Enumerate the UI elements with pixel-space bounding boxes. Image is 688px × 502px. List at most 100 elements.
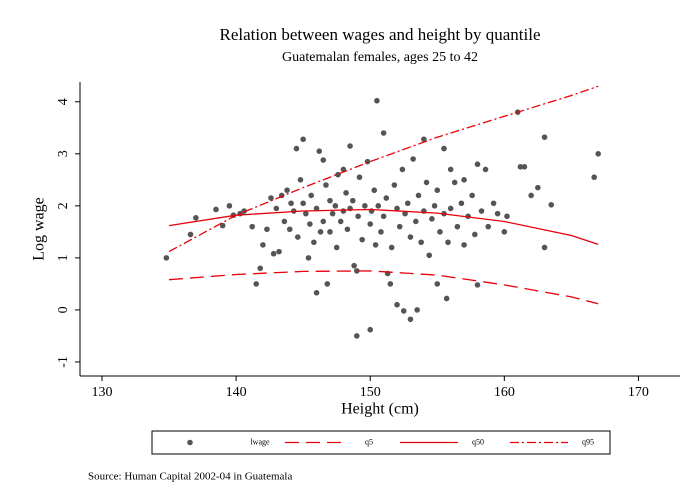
point <box>367 221 374 227</box>
point <box>371 187 378 194</box>
point <box>249 223 255 230</box>
point <box>388 244 395 251</box>
point <box>193 215 199 221</box>
point <box>213 206 219 213</box>
point <box>264 226 270 233</box>
point <box>418 239 424 246</box>
point <box>372 242 379 248</box>
point <box>364 158 371 165</box>
point <box>311 239 317 246</box>
point <box>313 205 320 212</box>
point <box>541 134 548 140</box>
point <box>356 174 363 181</box>
point <box>320 218 327 225</box>
point <box>353 268 360 274</box>
y-tick-label: 3 <box>56 150 71 157</box>
point <box>394 301 400 308</box>
legend-box <box>151 430 611 455</box>
point <box>320 157 327 163</box>
point <box>286 226 293 233</box>
point <box>383 195 390 201</box>
point <box>226 203 233 209</box>
point <box>367 326 374 333</box>
legend-label: q95 <box>582 437 594 446</box>
point <box>273 205 280 212</box>
point <box>445 239 451 246</box>
point <box>528 192 534 199</box>
point <box>257 265 264 272</box>
point <box>347 143 353 149</box>
point <box>359 236 365 243</box>
point <box>327 229 333 235</box>
point <box>362 203 368 209</box>
point <box>535 184 541 191</box>
point <box>407 234 414 240</box>
legend-label: q50 <box>472 437 484 446</box>
point <box>482 166 489 173</box>
point <box>447 205 454 212</box>
point <box>344 226 351 233</box>
point <box>410 156 416 162</box>
point <box>380 130 387 136</box>
point <box>332 203 339 209</box>
point <box>521 164 528 170</box>
point <box>472 231 478 238</box>
quantile-line <box>168 85 599 253</box>
x-tick-label: 150 <box>360 385 381 400</box>
point <box>316 148 323 155</box>
point <box>421 136 427 143</box>
point <box>163 255 170 261</box>
point <box>375 203 382 209</box>
point <box>504 213 510 220</box>
point <box>431 203 438 209</box>
point <box>413 218 419 225</box>
point <box>458 200 465 207</box>
point <box>437 229 443 235</box>
point <box>414 307 420 313</box>
point <box>333 244 340 251</box>
legend-label: q5 <box>365 437 373 446</box>
point <box>308 192 315 199</box>
x-tick-label: 140 <box>226 385 247 400</box>
point <box>323 182 329 188</box>
note: Source: Human Capital 2002-04 in Guatema… <box>88 471 292 483</box>
point <box>423 179 430 186</box>
point <box>485 223 492 230</box>
point <box>324 281 331 287</box>
point <box>374 97 380 104</box>
point <box>396 223 403 230</box>
point <box>241 208 247 214</box>
x-tick-label: 130 <box>91 385 112 400</box>
point <box>478 208 485 214</box>
point <box>327 197 333 204</box>
point <box>380 213 387 220</box>
point <box>394 205 400 212</box>
point <box>297 177 304 183</box>
point <box>268 195 274 201</box>
point <box>400 308 407 314</box>
point <box>591 174 597 181</box>
chart-title: Relation between wages and height by qua… <box>219 25 540 44</box>
quantile-line <box>168 270 599 305</box>
point <box>378 229 384 235</box>
x-axis-label: Height (cm) <box>341 401 419 418</box>
point <box>434 281 441 287</box>
point <box>343 190 349 196</box>
y-tick-label: 0 <box>56 306 71 313</box>
point <box>270 250 277 257</box>
y-tick-label: 4 <box>56 98 71 105</box>
point <box>469 192 475 199</box>
point <box>429 216 435 222</box>
x-tick-label: 170 <box>628 385 649 400</box>
point <box>501 229 508 235</box>
point <box>402 210 408 217</box>
point <box>281 218 288 225</box>
point <box>276 248 282 255</box>
point <box>404 200 411 207</box>
legend-label: lwage <box>250 437 270 446</box>
point <box>474 282 481 288</box>
point <box>454 223 461 230</box>
point <box>490 200 497 207</box>
